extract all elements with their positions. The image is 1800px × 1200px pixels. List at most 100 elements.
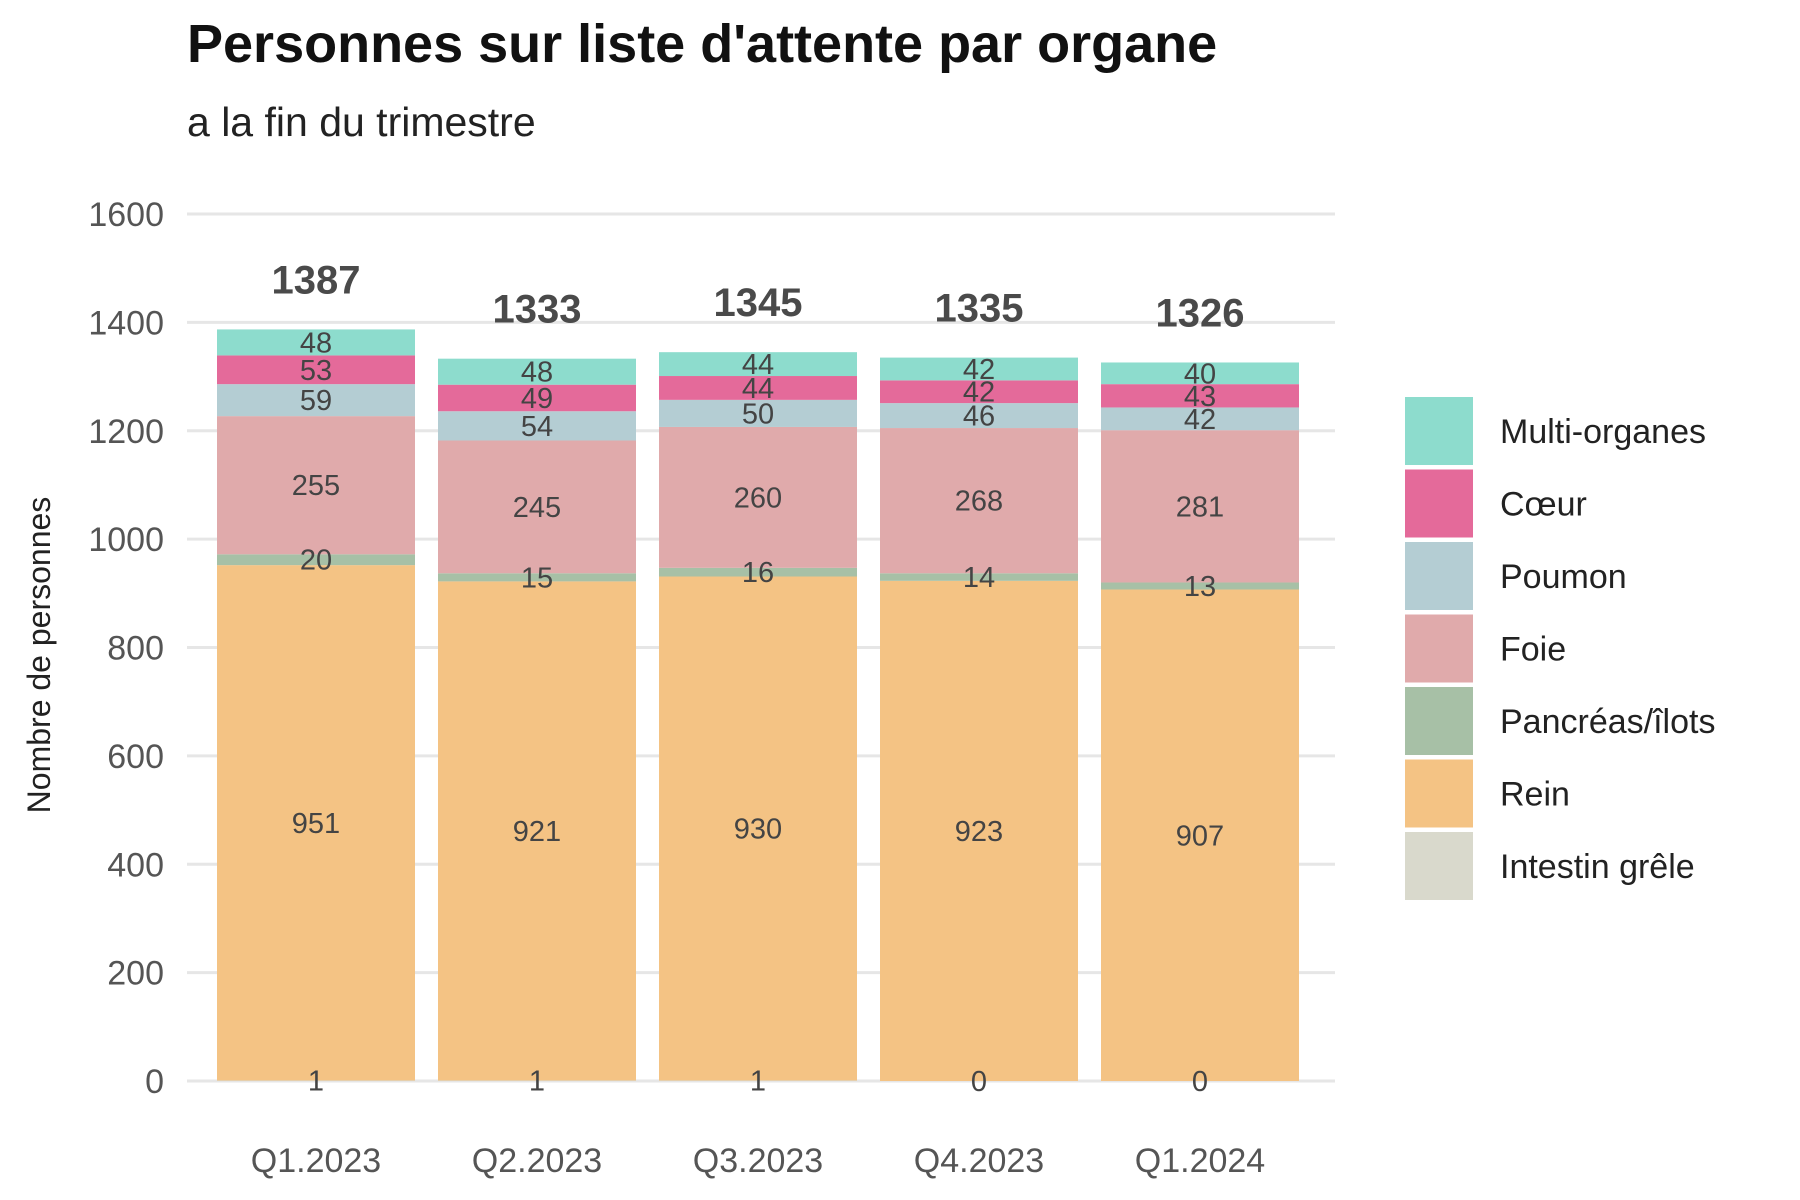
segment-value-label: 42 bbox=[963, 354, 995, 386]
segment-value-label: 1 bbox=[529, 1066, 545, 1098]
y-tick-label: 800 bbox=[107, 630, 164, 668]
bar-segment bbox=[1101, 430, 1299, 583]
bar-segment bbox=[438, 358, 636, 385]
legend-swatch bbox=[1405, 542, 1473, 610]
bar-segment bbox=[217, 355, 415, 385]
segment-value-label: 42 bbox=[963, 377, 995, 409]
bar-segment bbox=[659, 576, 857, 1081]
segment-value-label: 48 bbox=[300, 327, 332, 359]
legend-label: Foie bbox=[1500, 631, 1566, 669]
segment-value-label: 59 bbox=[300, 385, 332, 417]
y-tick-label: 0 bbox=[145, 1063, 164, 1101]
legend-label: Pancréas/îlots bbox=[1500, 703, 1715, 741]
legend: Multi-organes Cœur Poumon Foie Pancréas/îlot… bbox=[1405, 397, 1715, 900]
bar-segment bbox=[659, 352, 857, 377]
bar-segment bbox=[1101, 362, 1299, 385]
bar-segment bbox=[217, 1080, 415, 1081]
bar-segment bbox=[659, 1080, 857, 1081]
y-tick-label: 600 bbox=[107, 738, 164, 776]
bar-segment bbox=[659, 399, 857, 427]
total-value-label: 1333 bbox=[493, 288, 582, 332]
segment-value-label: 951 bbox=[292, 808, 340, 840]
segment-value-label: 260 bbox=[734, 482, 782, 514]
bar-segment bbox=[880, 380, 1078, 404]
legend-swatch bbox=[1405, 832, 1473, 900]
bar-segment bbox=[217, 416, 415, 555]
segment-value-label: 268 bbox=[955, 486, 1003, 518]
segment-value-label: 15 bbox=[521, 562, 553, 594]
segment-value-label: 49 bbox=[521, 383, 553, 415]
segment-value-label: 255 bbox=[292, 470, 340, 502]
segment-value-label: 53 bbox=[300, 355, 332, 387]
legend-label: Cœur bbox=[1500, 486, 1587, 524]
bar-segment bbox=[880, 403, 1078, 429]
y-axis-label: Nombre de personnes bbox=[21, 497, 57, 814]
segment-value-label: 46 bbox=[963, 401, 995, 433]
legend-label: Intestin grêle bbox=[1500, 848, 1695, 886]
bar-segment bbox=[217, 384, 415, 417]
segment-value-label: 40 bbox=[1184, 358, 1216, 390]
segment-value-label: 907 bbox=[1176, 820, 1224, 852]
bar-segment bbox=[880, 573, 1078, 581]
segment-value-label: 43 bbox=[1184, 381, 1216, 413]
segment-value-label: 281 bbox=[1176, 491, 1224, 523]
segment-value-label: 0 bbox=[1192, 1066, 1208, 1098]
x-axis-ticks: Q1.2023 Q2.2023 Q3.2023 Q4.2023 Q1.2024 bbox=[251, 1142, 1265, 1180]
bar-segment bbox=[1101, 582, 1299, 590]
y-tick-label: 1200 bbox=[88, 413, 164, 451]
bars bbox=[217, 329, 1299, 1081]
bar-segment bbox=[438, 384, 636, 412]
bar-segment bbox=[1101, 407, 1299, 431]
legend-label: Rein bbox=[1500, 776, 1570, 814]
segment-value-label: 930 bbox=[734, 813, 782, 845]
x-tick-label: Q4.2023 bbox=[914, 1142, 1044, 1180]
bar-segment bbox=[438, 581, 636, 1081]
chart-subtitle: a la fin du trimestre bbox=[187, 99, 536, 145]
legend-swatch bbox=[1405, 397, 1473, 465]
legend-label: Poumon bbox=[1500, 558, 1627, 596]
segment-labels: 1951202555953481921152455449481930162605… bbox=[292, 327, 1224, 1098]
y-tick-label: 1000 bbox=[88, 521, 164, 559]
segment-value-label: 16 bbox=[742, 557, 774, 589]
x-tick-label: Q2.2023 bbox=[472, 1142, 602, 1180]
bar-segment bbox=[1101, 589, 1299, 1081]
x-tick-label: Q1.2023 bbox=[251, 1142, 381, 1180]
bar-segment bbox=[659, 567, 857, 577]
legend-swatch bbox=[1405, 687, 1473, 755]
bar-segment bbox=[659, 426, 857, 568]
bar-segment bbox=[880, 428, 1078, 574]
y-tick-label: 400 bbox=[107, 846, 164, 884]
total-value-label: 1326 bbox=[1156, 291, 1245, 335]
segment-value-label: 44 bbox=[742, 349, 774, 381]
legend-swatch bbox=[1405, 469, 1473, 538]
segment-value-label: 245 bbox=[513, 492, 561, 524]
segment-value-label: 0 bbox=[971, 1066, 987, 1098]
total-value-label: 1335 bbox=[935, 287, 1024, 331]
bar-segment bbox=[880, 357, 1078, 381]
segment-value-label: 54 bbox=[521, 411, 553, 443]
total-value-label: 1387 bbox=[272, 258, 361, 302]
segment-value-label: 13 bbox=[1184, 571, 1216, 603]
bar-segment bbox=[438, 573, 636, 582]
chart-title: Personnes sur liste d'attente par organe bbox=[187, 14, 1217, 74]
legend-swatch bbox=[1405, 614, 1473, 683]
bar-segment bbox=[880, 580, 1078, 1081]
segment-value-label: 921 bbox=[513, 816, 561, 848]
segment-value-label: 14 bbox=[963, 562, 995, 594]
x-tick-label: Q3.2023 bbox=[693, 1142, 823, 1180]
bar-segment bbox=[438, 440, 636, 574]
legend-label: Multi-organes bbox=[1500, 413, 1706, 451]
y-axis-ticks: 0 200 400 600 800 1000 1200 1400 1600 bbox=[88, 196, 164, 1101]
bar-segment bbox=[217, 554, 415, 566]
total-labels: 1387 1333 1345 1335 1326 bbox=[272, 258, 1245, 335]
segment-value-label: 20 bbox=[300, 545, 332, 577]
bar-segment bbox=[438, 1080, 636, 1081]
y-tick-label: 1400 bbox=[88, 304, 164, 342]
segment-value-label: 48 bbox=[521, 357, 553, 389]
bar-segment bbox=[217, 329, 415, 356]
legend-swatch bbox=[1405, 759, 1473, 828]
segment-value-label: 42 bbox=[1184, 404, 1216, 436]
segment-value-label: 1 bbox=[750, 1066, 766, 1098]
bar-segment bbox=[438, 411, 636, 441]
